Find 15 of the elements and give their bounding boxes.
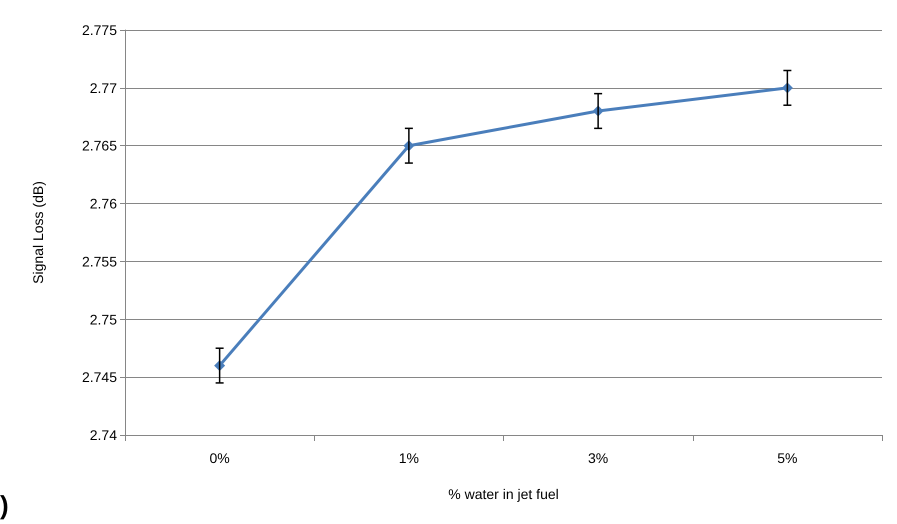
x-tick-label: 1% xyxy=(398,450,419,466)
y-tick-label: 2.765 xyxy=(82,138,118,154)
y-tick-label: 2.755 xyxy=(82,253,118,270)
y-tick-label: 2.75 xyxy=(90,311,118,328)
y-tick-label: 2.775 xyxy=(82,22,118,38)
y-tick-label: 2.76 xyxy=(90,196,118,212)
x-axis-title: % water in jet fuel xyxy=(448,486,559,502)
y-tick-label: 2.77 xyxy=(90,80,118,96)
y-tick-label: 2.74 xyxy=(90,427,118,443)
x-tick-label: 5% xyxy=(777,450,798,466)
y-tick-label: 2.745 xyxy=(82,369,118,386)
text: ) xyxy=(0,490,9,521)
x-tick-label: 3% xyxy=(588,450,608,466)
x-tick-label: 0% xyxy=(210,450,230,466)
y-axis-title: Signal Loss (dB) xyxy=(30,181,46,284)
